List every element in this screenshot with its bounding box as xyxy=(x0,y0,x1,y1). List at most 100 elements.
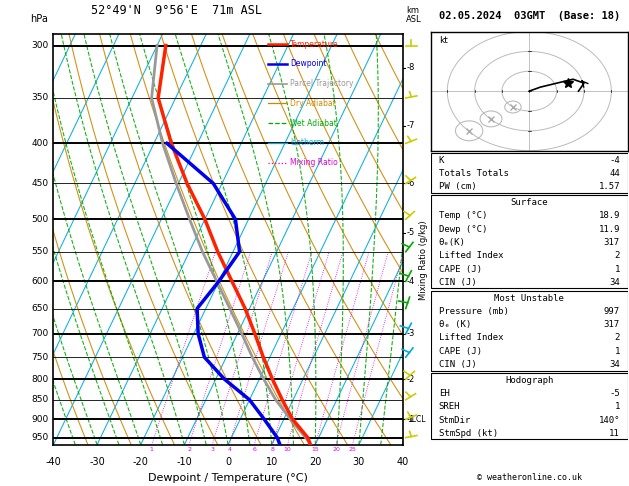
Text: 4: 4 xyxy=(227,447,231,452)
Text: Wet Adiabat: Wet Adiabat xyxy=(290,119,337,128)
Text: 52°49'N  9°56'E  71m ASL: 52°49'N 9°56'E 71m ASL xyxy=(91,4,262,17)
Text: -30: -30 xyxy=(89,457,105,467)
Text: PW (cm): PW (cm) xyxy=(439,182,476,191)
Text: Dewpoint: Dewpoint xyxy=(290,59,326,69)
Text: -3: -3 xyxy=(407,329,415,338)
Text: 1: 1 xyxy=(615,402,620,411)
Text: 317: 317 xyxy=(604,238,620,247)
Text: Totals Totals: Totals Totals xyxy=(439,169,509,178)
Text: 450: 450 xyxy=(31,179,48,188)
Text: -4: -4 xyxy=(407,277,415,286)
Text: -4: -4 xyxy=(609,156,620,165)
Text: 44: 44 xyxy=(609,169,620,178)
Text: -2: -2 xyxy=(407,375,415,383)
Text: Pressure (mb): Pressure (mb) xyxy=(439,307,509,316)
Text: 800: 800 xyxy=(31,375,48,383)
Text: 02.05.2024  03GMT  (Base: 18): 02.05.2024 03GMT (Base: 18) xyxy=(438,11,620,21)
Text: StmSpd (kt): StmSpd (kt) xyxy=(439,429,498,438)
Text: 10: 10 xyxy=(265,457,278,467)
Text: 1.57: 1.57 xyxy=(598,182,620,191)
Text: Dewp (°C): Dewp (°C) xyxy=(439,225,487,234)
Text: Parcel Trajectory: Parcel Trajectory xyxy=(290,79,353,88)
Text: 10: 10 xyxy=(284,447,291,452)
Text: 2: 2 xyxy=(615,251,620,260)
Text: © weatheronline.co.uk: © weatheronline.co.uk xyxy=(477,473,582,482)
Text: 18.9: 18.9 xyxy=(598,211,620,221)
Text: EH: EH xyxy=(439,389,450,398)
Text: 1: 1 xyxy=(150,447,153,452)
Text: 317: 317 xyxy=(604,320,620,329)
Text: 1: 1 xyxy=(615,347,620,356)
Text: 2: 2 xyxy=(187,447,191,452)
Text: Temp (°C): Temp (°C) xyxy=(439,211,487,221)
Text: -1: -1 xyxy=(407,415,415,424)
Text: 8: 8 xyxy=(271,447,275,452)
Text: 34: 34 xyxy=(609,278,620,287)
Text: 400: 400 xyxy=(31,139,48,148)
Text: 500: 500 xyxy=(31,215,48,224)
Text: Dewpoint / Temperature (°C): Dewpoint / Temperature (°C) xyxy=(148,473,308,484)
Text: SREH: SREH xyxy=(439,402,460,411)
Text: 300: 300 xyxy=(31,41,48,50)
Text: Mixing Ratio (g/kg): Mixing Ratio (g/kg) xyxy=(419,220,428,300)
Text: kt: kt xyxy=(439,36,448,45)
FancyBboxPatch shape xyxy=(431,373,628,439)
Text: Lifted Index: Lifted Index xyxy=(439,333,503,343)
FancyBboxPatch shape xyxy=(431,153,628,193)
Text: -5: -5 xyxy=(407,228,415,237)
FancyBboxPatch shape xyxy=(431,195,628,288)
Text: 20: 20 xyxy=(332,447,340,452)
Text: 550: 550 xyxy=(31,247,48,256)
Text: -10: -10 xyxy=(177,457,192,467)
FancyBboxPatch shape xyxy=(431,291,628,370)
Text: 650: 650 xyxy=(31,304,48,313)
Text: CIN (J): CIN (J) xyxy=(439,278,476,287)
Text: CAPE (J): CAPE (J) xyxy=(439,347,482,356)
Text: 11: 11 xyxy=(609,429,620,438)
Text: 20: 20 xyxy=(309,457,321,467)
Text: 30: 30 xyxy=(353,457,365,467)
Text: 2: 2 xyxy=(615,333,620,343)
Text: -20: -20 xyxy=(133,457,148,467)
Text: 1: 1 xyxy=(615,264,620,274)
Text: hPa: hPa xyxy=(31,14,48,24)
Text: 1LCL: 1LCL xyxy=(407,415,425,424)
Text: Hodograph: Hodograph xyxy=(505,376,554,385)
Text: 34: 34 xyxy=(609,360,620,369)
Text: 900: 900 xyxy=(31,415,48,424)
Text: 950: 950 xyxy=(31,433,48,442)
Text: StmDir: StmDir xyxy=(439,416,471,425)
Text: 3: 3 xyxy=(210,447,214,452)
Text: Isotherm: Isotherm xyxy=(290,139,324,147)
Text: 6: 6 xyxy=(252,447,256,452)
Text: 25: 25 xyxy=(348,447,357,452)
Text: -7: -7 xyxy=(407,122,415,130)
Text: Lifted Index: Lifted Index xyxy=(439,251,503,260)
Text: θₑ(K): θₑ(K) xyxy=(439,238,465,247)
Text: Mixing Ratio: Mixing Ratio xyxy=(290,158,338,167)
Text: CIN (J): CIN (J) xyxy=(439,360,476,369)
Text: 40: 40 xyxy=(396,457,409,467)
Text: -5: -5 xyxy=(609,389,620,398)
Text: 600: 600 xyxy=(31,277,48,286)
Text: Most Unstable: Most Unstable xyxy=(494,294,564,303)
Text: -40: -40 xyxy=(45,457,62,467)
Text: 15: 15 xyxy=(311,447,320,452)
Text: -6: -6 xyxy=(407,179,415,188)
Text: 750: 750 xyxy=(31,353,48,362)
Text: 700: 700 xyxy=(31,329,48,338)
Text: 850: 850 xyxy=(31,395,48,404)
Text: Dry Adiabat: Dry Adiabat xyxy=(290,99,335,108)
Text: 140°: 140° xyxy=(598,416,620,425)
Text: 997: 997 xyxy=(604,307,620,316)
Text: Temperature: Temperature xyxy=(290,40,338,49)
Text: 0: 0 xyxy=(225,457,231,467)
Text: K: K xyxy=(439,156,444,165)
Text: 11.9: 11.9 xyxy=(598,225,620,234)
Text: CAPE (J): CAPE (J) xyxy=(439,264,482,274)
Text: Surface: Surface xyxy=(511,198,548,207)
Text: km
ASL: km ASL xyxy=(406,6,421,24)
Text: θₑ (K): θₑ (K) xyxy=(439,320,471,329)
Text: 350: 350 xyxy=(31,93,48,103)
Text: -8: -8 xyxy=(407,63,415,72)
